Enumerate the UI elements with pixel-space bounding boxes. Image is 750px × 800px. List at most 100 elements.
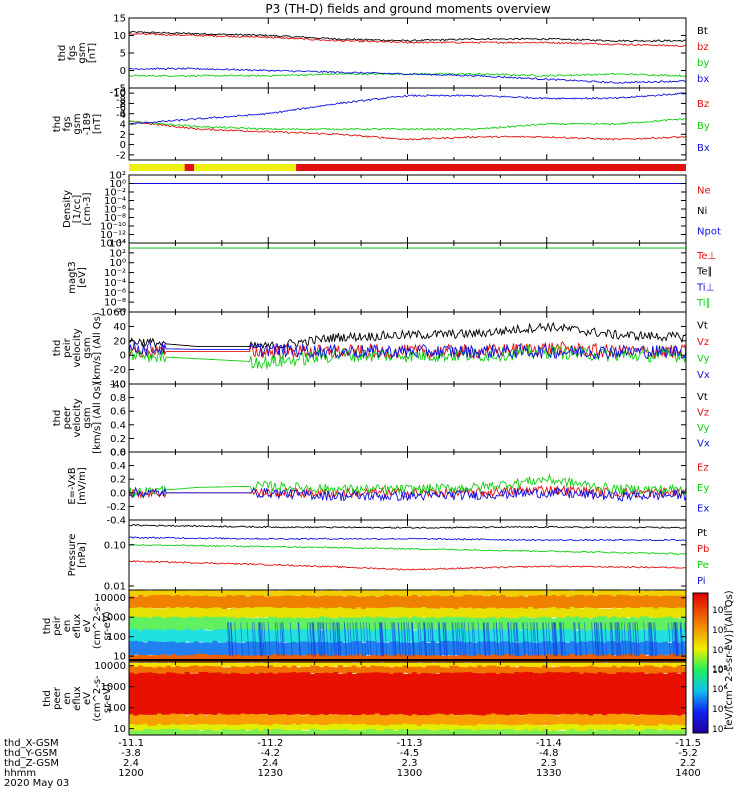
spectrogram-cell (300, 595, 306, 609)
spectrogram-cell (583, 724, 590, 732)
spectrogram-streak (616, 622, 620, 657)
spectrogram-cell (282, 725, 288, 732)
spectrogram-cell (528, 667, 534, 675)
spectrogram-cell (217, 724, 223, 732)
legend-entry: Ti⊥ (696, 282, 714, 293)
spectrogram-cell (147, 666, 153, 675)
spectrogram-cell (426, 596, 432, 610)
spectrogram-cell (453, 616, 460, 631)
spectrogram-cell (356, 730, 362, 735)
spectrogram-cell (491, 713, 497, 725)
spectrogram-streak (378, 622, 382, 657)
spectrogram-cell (147, 640, 153, 655)
spectrogram-cell (291, 662, 297, 668)
spectrogram-cell (407, 596, 413, 610)
spectrogram-cell (653, 673, 659, 717)
spectrogram-cell (347, 595, 353, 609)
spectrogram-cell (416, 655, 423, 662)
spectrogram-cell (667, 662, 673, 668)
spectrogram-cell (217, 713, 223, 725)
spectrogram-cell (407, 666, 413, 675)
y-axis-label: thd (52, 116, 63, 133)
spectrogram-streak (317, 622, 320, 657)
spectrogram-cell (569, 641, 576, 656)
spectrogram-streak (403, 622, 407, 657)
legend-entry: Bx (697, 143, 710, 154)
spectrogram-cell (175, 662, 181, 667)
spectrogram-streak (482, 622, 486, 657)
spectrogram-cell (268, 590, 274, 598)
spectrogram-cell (286, 595, 293, 609)
spectrogram-cell (625, 654, 631, 662)
spectrogram-cell (370, 662, 376, 668)
legend-entry: Ex (697, 504, 709, 515)
spectrogram-streak (338, 622, 342, 657)
spectrogram-streak (356, 622, 360, 657)
spectrogram-cell (518, 730, 525, 735)
spectrogram-cell (602, 663, 608, 669)
spectrogram-cell (458, 654, 464, 662)
spectrogram-cell (231, 672, 237, 716)
spectrogram-cell (245, 590, 251, 597)
spectrogram-cell (245, 596, 251, 610)
spectrogram-cell (639, 724, 645, 732)
spectrogram-cell (286, 617, 293, 631)
spectrogram-cell (296, 590, 302, 596)
spectrogram-cell (444, 667, 450, 675)
spectrogram-streak (536, 622, 540, 657)
y-tick-label: 10² (109, 248, 126, 259)
spectrogram-cell (412, 654, 418, 662)
spectrogram-cell (560, 723, 566, 730)
spectrogram-cell (323, 725, 330, 732)
series-line-Vt (129, 321, 686, 352)
spectrogram-cell (644, 728, 650, 735)
spectrogram-cell (240, 655, 246, 662)
spectrogram-cell (542, 725, 548, 732)
spectrogram-cell (398, 596, 404, 610)
spectrogram-streak (455, 622, 458, 657)
spectrogram-cell (518, 607, 525, 618)
spectrogram-cell (231, 617, 237, 631)
spectrogram-cell (532, 714, 539, 726)
spectrogram-cell (226, 673, 232, 717)
spectrogram-cell (337, 655, 344, 662)
spectrogram-cell (453, 609, 460, 620)
spectrogram-cell (207, 729, 214, 735)
spectrogram-cell (486, 590, 492, 596)
y-tick-label: -4 (116, 110, 126, 121)
spectrogram-cell (607, 641, 613, 656)
spectrogram-cell (430, 617, 436, 631)
spectrogram-cell (542, 713, 548, 726)
spectrogram-cell (291, 629, 297, 643)
spectrogram-cell (574, 630, 580, 644)
spectrogram-cell (504, 729, 511, 735)
spectrogram-cell (388, 667, 395, 675)
spectrogram-cell (282, 714, 288, 726)
spectrogram-cell (305, 641, 311, 656)
y-tick-label: 0.4 (110, 420, 126, 431)
legend-entry: Vx (697, 438, 710, 449)
spectrogram-cell (282, 590, 288, 598)
spectrogram-cell (207, 616, 214, 631)
spectrogram-streak (510, 622, 514, 657)
spectrogram-cell (495, 729, 501, 735)
spectrogram-cell (370, 630, 376, 644)
spectrogram-cell (268, 616, 274, 631)
spectrogram-cell (439, 667, 446, 675)
spectrogram-cell (138, 641, 144, 656)
spectrogram-cell (514, 714, 520, 726)
spectrogram-cell (328, 655, 334, 662)
spectrogram-cell (648, 607, 655, 618)
spectrogram-cell (463, 714, 469, 726)
spectrogram-cell (574, 672, 580, 715)
spectrogram-streak (493, 622, 497, 657)
spectrogram-streak (522, 622, 526, 657)
spectrogram-cell (300, 655, 306, 662)
spectrogram-cell (634, 630, 641, 644)
spectrogram-cell (393, 590, 399, 597)
spectrogram-cell (658, 715, 664, 727)
spectrogram-cell (152, 590, 158, 597)
y-tick-label: 1000 (101, 682, 126, 693)
y-axis-label: magt3 (67, 261, 78, 294)
spectrogram-cell (458, 714, 464, 727)
